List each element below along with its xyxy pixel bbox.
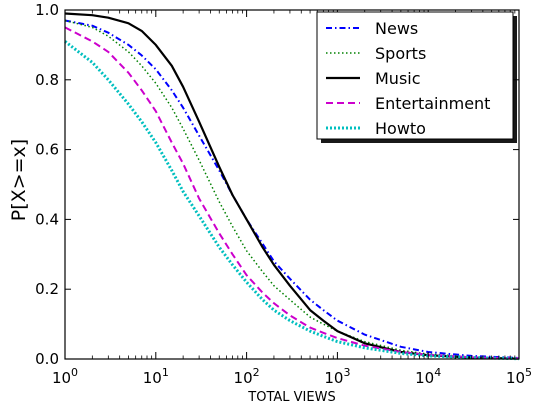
plot-frame <box>64 9 520 360</box>
y-axis-label: P[X>=x] <box>8 139 30 221</box>
y-tick-label: 0.2 <box>35 280 59 298</box>
x-tick-label: 100 <box>52 366 78 387</box>
series-line-howto <box>64 40 520 361</box>
legend-box <box>316 11 514 140</box>
series-line-entertainment <box>64 26 520 360</box>
legend: News Sports Music Entertainment Howto <box>316 11 517 143</box>
legend-label-sports: Sports <box>375 44 426 63</box>
x-tick-label: 102 <box>234 366 260 387</box>
x-tick-label: 103 <box>324 366 350 387</box>
y-tick-label: 0.6 <box>35 141 59 159</box>
y-tick-label: 0.8 <box>35 71 59 89</box>
legend-label-news: News <box>375 19 418 38</box>
series-line-news <box>64 19 520 359</box>
x-tick-label: 104 <box>415 366 441 387</box>
tick-layer: 0.0 0.2 0.4 0.6 0.8 1.0 100 101 102 103 104 105 <box>35 1 532 387</box>
y-tick-label: 0.0 <box>35 350 59 368</box>
x-tick-label: 101 <box>143 366 169 387</box>
legend-entries: News Sports Music Entertainment Howto <box>326 19 490 138</box>
series-layer <box>64 12 520 361</box>
series-line-sports <box>64 19 520 360</box>
legend-label-howto: Howto <box>375 119 426 138</box>
legend-label-music: Music <box>375 69 421 88</box>
x-tick-label: 105 <box>506 366 532 387</box>
x-axis-label: TOTAL VIEWS <box>247 390 335 405</box>
series-line-music <box>64 12 520 360</box>
legend-label-entertainment: Entertainment <box>375 94 490 113</box>
y-tick-label: 0.4 <box>35 210 59 228</box>
y-tick-label: 1.0 <box>35 1 59 19</box>
